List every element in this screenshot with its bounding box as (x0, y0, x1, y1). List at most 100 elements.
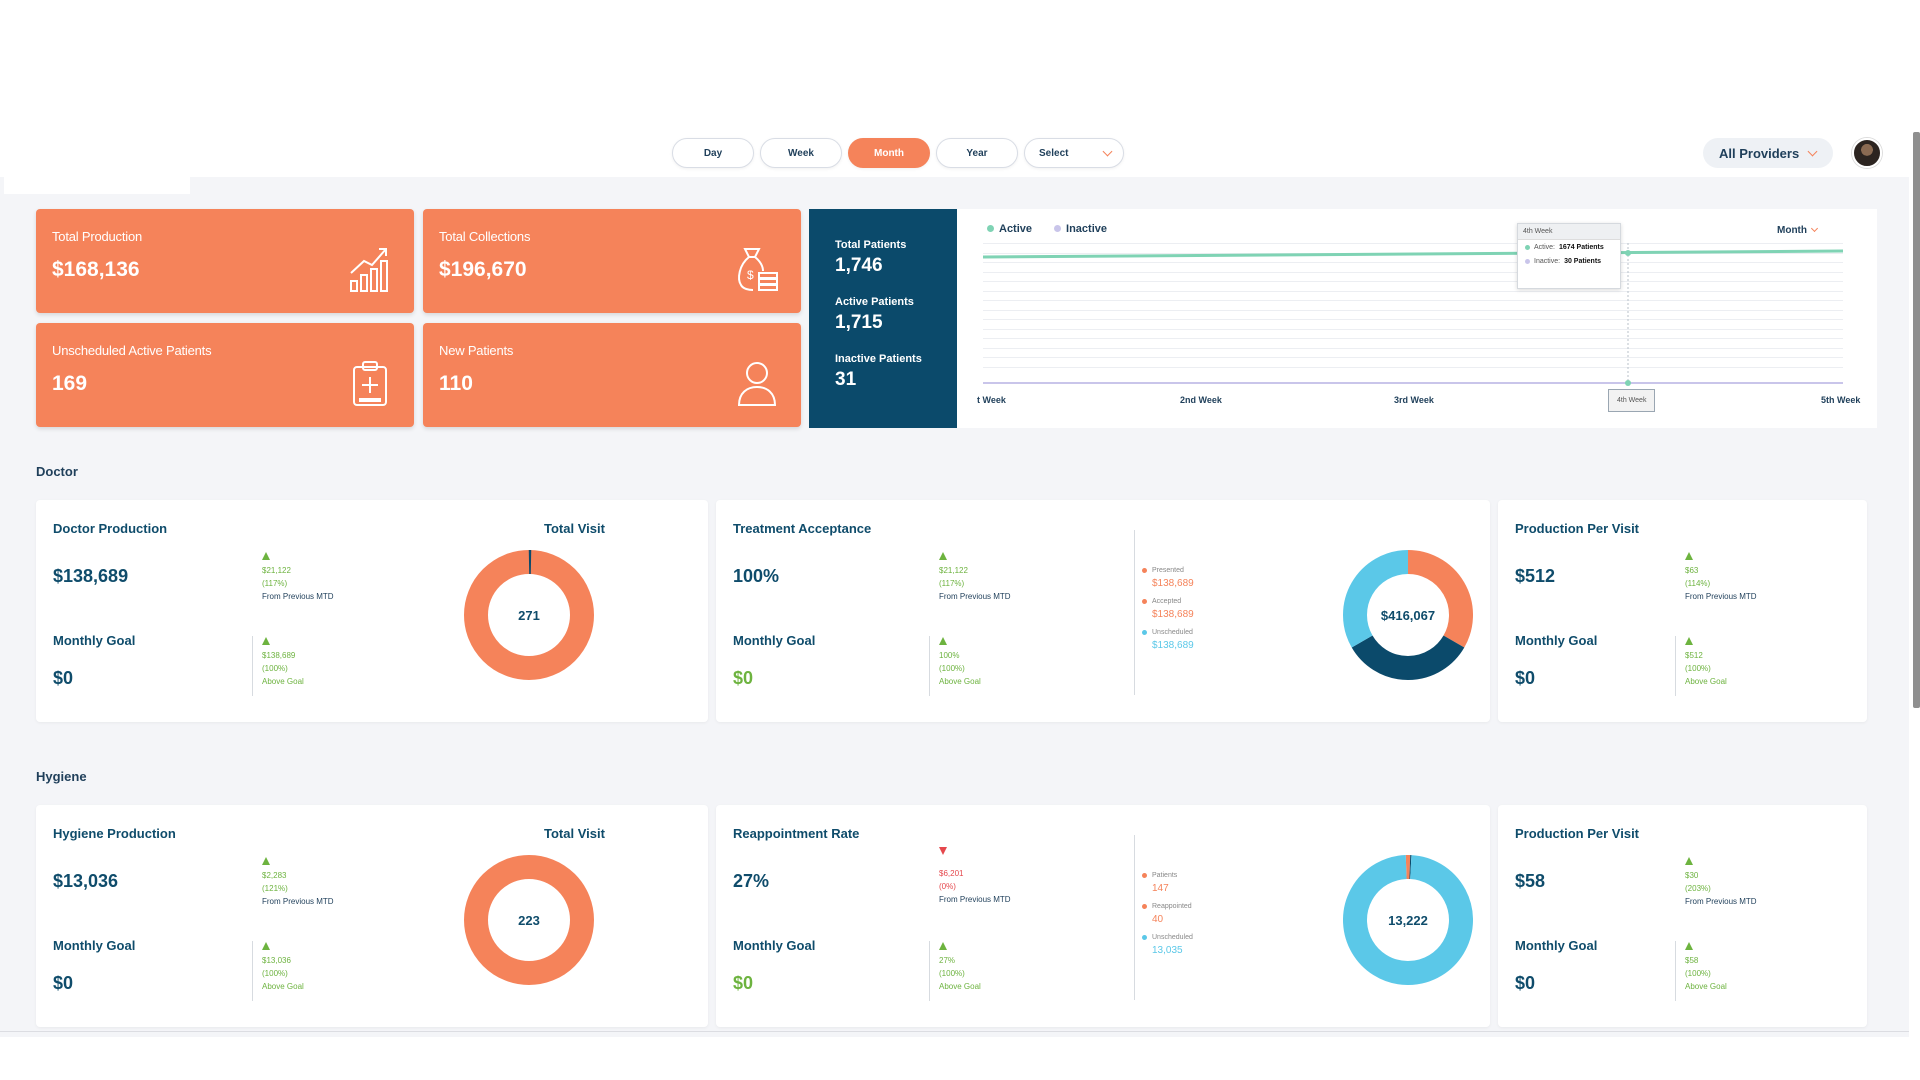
kpi-title: New Patients (439, 343, 514, 358)
delta-note: From Previous MTD (262, 592, 334, 601)
treatment-legend: Presented $138,689 Accepted $138,689 Unsched… (1142, 567, 1194, 660)
tooltip-title: 4th Week (1518, 224, 1620, 240)
delta-pct: (117%) (939, 579, 965, 588)
legend-inactive[interactable]: Inactive (1054, 223, 1107, 235)
donut-slice[interactable] (1343, 550, 1409, 648)
goal-note: Above Goal (939, 982, 981, 991)
tab-week[interactable]: Week (760, 138, 842, 168)
tab-month[interactable]: Month (848, 138, 930, 168)
metric-title: Hygiene Production (53, 826, 176, 841)
legend-item: Reappointed 40 (1142, 903, 1193, 925)
tooltip-active-value: 1674 Patients (1559, 244, 1604, 251)
unscheduled-active-card[interactable]: Unscheduled Active Patients 169 (36, 323, 414, 427)
x-tick-label[interactable]: 4th Week (1608, 389, 1656, 412)
goal-pct: (100%) (939, 969, 965, 978)
svg-text:$: $ (747, 268, 754, 282)
donut-slice[interactable] (1343, 855, 1473, 985)
donut-slice[interactable] (1351, 635, 1465, 680)
grid-line (983, 271, 1843, 273)
legend-dot (1142, 873, 1147, 878)
goal-amount: $138,689 (262, 651, 296, 660)
legend-label: Reappointed (1152, 903, 1192, 910)
goal-delta-block: $138,689 (100%) Above Goal (262, 637, 304, 688)
goal-label: Monthly Goal (1515, 633, 1598, 648)
legend-label: Patients (1152, 872, 1178, 879)
treatment-donut: $416,067 (1343, 550, 1473, 680)
delta-pct: (203%) (1685, 884, 1711, 893)
arrow-up-icon (939, 552, 947, 560)
legend-value: $138,689 (1152, 578, 1194, 589)
chart-tooltip: 4th Week Active: 1674 Patients Inactive:… (1517, 223, 1621, 289)
divider (1675, 636, 1676, 696)
page-bottom-divider (0, 1031, 1909, 1032)
donut-slice[interactable] (1407, 550, 1473, 648)
delta-pct: (0%) (939, 882, 956, 891)
avatar[interactable] (1852, 138, 1882, 168)
arrow-up-icon (1685, 857, 1693, 865)
arrow-down-icon (939, 847, 947, 855)
donut-ring (464, 855, 594, 985)
metric-value: 27% (733, 871, 770, 891)
doctor-production-card: Doctor Production $138,689 $21,122 (117%… (36, 500, 708, 722)
legend-item-head: Accepted (1142, 598, 1194, 605)
tooltip-dot (1525, 259, 1530, 264)
delta-note: From Previous MTD (262, 897, 334, 906)
hygiene-production-per-visit-card: Production Per Visit $58 $30 (203%) From… (1498, 805, 1867, 1027)
legend-value: 147 (1152, 883, 1169, 894)
page-scrollbar[interactable] (1913, 132, 1920, 708)
legend-dot (1142, 568, 1147, 573)
arrow-up-icon (939, 942, 947, 950)
grid-line (983, 328, 1843, 330)
legend-item-head: Unscheduled (1142, 629, 1194, 636)
arrow-up-icon (262, 857, 270, 865)
goal-pct: (100%) (262, 664, 288, 673)
legend-value: 40 (1152, 914, 1164, 925)
period-select[interactable]: Select (1024, 138, 1124, 168)
chevron-down-icon (1807, 146, 1818, 156)
legend-active[interactable]: Active (987, 223, 1032, 235)
goal-amount: $13,036 (262, 956, 291, 965)
delta-pct: (121%) (262, 884, 288, 893)
goal-value: $0 (1515, 668, 1536, 688)
total-production-card[interactable]: Total Production $168,136 (36, 209, 414, 313)
new-patients-card[interactable]: New Patients 110 (423, 323, 801, 427)
goal-value: $0 (733, 668, 754, 688)
active-patients-label: Active Patients (835, 296, 914, 308)
point-inactive[interactable] (1625, 380, 1631, 386)
goal-delta-block: $58 (100%) Above Goal (1685, 942, 1727, 993)
delta-pct: (117%) (262, 579, 288, 588)
metric-value: 100% (733, 566, 780, 586)
providers-dropdown[interactable]: All Providers (1703, 138, 1833, 168)
hygiene-production-card: Hygiene Production $13,036 $2,283 (121%)… (36, 805, 708, 1027)
delta-amount: $2,283 (262, 871, 287, 880)
grid-line (983, 347, 1843, 349)
doctor-production-per-visit-card: Production Per Visit $512 $63 (114%) Fro… (1498, 500, 1867, 722)
legend-dot (1142, 630, 1147, 635)
legend-dot (1142, 599, 1147, 604)
goal-value: $0 (1515, 973, 1536, 993)
donut-value: 271 (518, 607, 540, 623)
metric-value: $512 (1515, 566, 1556, 586)
legend-item-head: Unscheduled (1142, 934, 1193, 941)
arrow-up-icon (1685, 637, 1693, 645)
total-visit-donut: 271 (464, 549, 594, 680)
x-tick-label: 2nd Week (1180, 395, 1222, 405)
total-collections-card[interactable]: Total Collections $196,670 $ (423, 209, 801, 313)
legend-item: Patients 147 (1142, 872, 1193, 894)
point-active[interactable] (1625, 250, 1631, 256)
goal-note: Above Goal (1685, 677, 1727, 686)
legend-value: 13,035 (1152, 945, 1183, 956)
metric-title: Doctor Production (53, 521, 168, 536)
grid-line (983, 357, 1843, 358)
chart-range-dropdown[interactable]: Month (1777, 224, 1819, 236)
goal-delta-block: $512 (100%) Above Goal (1685, 637, 1727, 688)
inactive-patients-label: Inactive Patients (835, 353, 922, 365)
tab-day[interactable]: Day (672, 138, 754, 168)
tab-year[interactable]: Year (936, 138, 1018, 168)
delta-block: $2,283 (121%) From Previous MTD (262, 857, 334, 908)
money-bag-icon: $ (738, 248, 778, 291)
delta-note: From Previous MTD (1685, 897, 1757, 906)
kpi-value: 110 (439, 372, 473, 395)
growth-chart-icon (350, 248, 388, 292)
total-patients-value: 1,746 (835, 255, 883, 276)
